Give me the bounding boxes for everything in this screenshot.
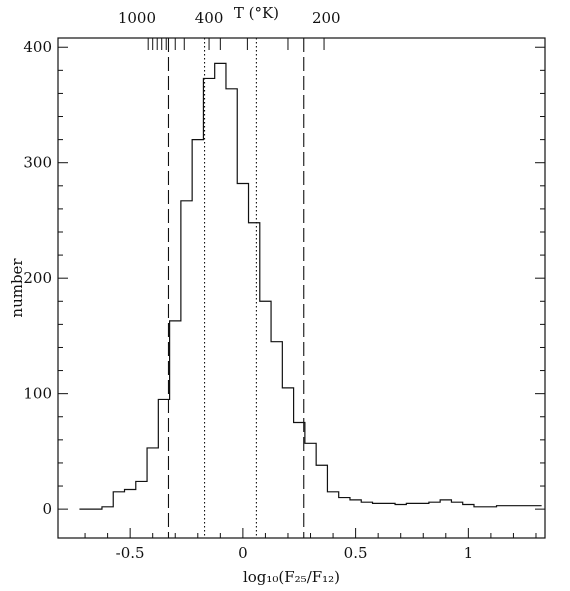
histogram-bin bbox=[170, 321, 181, 509]
histogram-bin bbox=[418, 503, 429, 509]
histogram-bin bbox=[226, 89, 237, 509]
plot-frame bbox=[57, 37, 546, 539]
histogram-bin bbox=[339, 498, 350, 510]
histogram-bin bbox=[406, 503, 417, 509]
x-tick-label: 0 bbox=[238, 544, 248, 562]
histogram-bin bbox=[519, 506, 530, 509]
y-tick-label: 0 bbox=[42, 500, 52, 518]
histogram-bin bbox=[125, 490, 136, 510]
histogram-bin bbox=[395, 505, 406, 510]
top-tick-label: 1000 bbox=[118, 9, 156, 27]
histogram-bin bbox=[485, 507, 496, 509]
y-tick-label: 400 bbox=[23, 38, 52, 56]
histogram-bin bbox=[440, 500, 451, 509]
histogram-bin bbox=[271, 342, 282, 509]
histogram-bin bbox=[429, 502, 440, 509]
histogram-bin bbox=[384, 503, 395, 509]
y-tick-label: 100 bbox=[23, 385, 52, 403]
histogram-bin bbox=[305, 443, 316, 509]
histogram-bin bbox=[316, 465, 327, 509]
histogram-bin bbox=[237, 183, 248, 509]
top-tick-label: 400 bbox=[195, 9, 224, 27]
histogram-bin bbox=[215, 63, 226, 509]
histogram-bin bbox=[249, 223, 260, 509]
histogram-bin bbox=[463, 505, 474, 510]
histogram-bin bbox=[294, 423, 305, 510]
x-tick-label: 1 bbox=[464, 544, 474, 562]
y-tick-label: 300 bbox=[23, 154, 52, 172]
histogram-bin bbox=[113, 492, 124, 509]
histogram-bin bbox=[530, 506, 541, 509]
top-tick-label: 200 bbox=[312, 9, 341, 27]
y-axis-title: number bbox=[8, 258, 26, 318]
histogram-bin bbox=[203, 78, 214, 509]
histogram-bin bbox=[136, 481, 147, 509]
histogram-bin bbox=[451, 502, 462, 509]
histogram-bin bbox=[327, 492, 338, 509]
x-tick-label: 0.5 bbox=[344, 544, 368, 562]
histogram-outline bbox=[79, 62, 542, 510]
histogram-bin bbox=[373, 503, 384, 509]
histogram-bin bbox=[147, 448, 158, 509]
histogram-bin bbox=[260, 301, 271, 509]
top-axis-title: T (°K) bbox=[234, 4, 279, 22]
histogram-bin bbox=[102, 507, 113, 509]
histogram-bin bbox=[508, 506, 519, 509]
histogram-bin bbox=[158, 399, 169, 509]
histogram-bin bbox=[497, 506, 508, 509]
x-tick-label: -0.5 bbox=[116, 544, 145, 562]
histogram-bin bbox=[350, 500, 361, 509]
histogram-bin bbox=[474, 507, 485, 509]
y-tick-label: 200 bbox=[23, 269, 52, 287]
histogram-bin bbox=[361, 502, 372, 509]
histogram-bin bbox=[282, 388, 293, 509]
x-axis-title: log₁₀(F₂₅/F₁₂) bbox=[243, 568, 340, 586]
histogram-bin bbox=[192, 140, 203, 510]
histogram-bin bbox=[181, 201, 192, 509]
